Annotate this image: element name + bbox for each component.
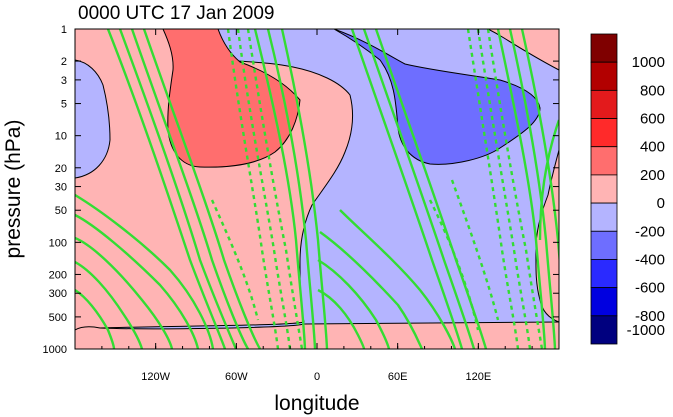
colorbar-label: 400: [640, 139, 665, 156]
colorbar-label: -200: [635, 223, 665, 240]
x-tick-label: 120W: [141, 371, 170, 383]
y-tick-label: 100: [49, 237, 67, 249]
negative-contours-east: [428, 29, 544, 349]
y-tick-label: 30: [55, 182, 67, 194]
colorbar-label: -600: [635, 280, 665, 297]
y-tick-label: 5: [61, 99, 67, 111]
colorbar-swatch: [590, 146, 618, 176]
colorbar-swatch: [590, 174, 618, 204]
y-tick-label: 1000: [43, 344, 67, 356]
colorbar-label: 800: [640, 82, 665, 99]
colorbar-label: 1000: [632, 54, 665, 71]
colorbar-swatch: [590, 118, 618, 148]
colorbar-label: -1000: [627, 322, 665, 339]
x-tick-label: 0: [314, 371, 320, 383]
line-contours: [75, 29, 559, 349]
positive-contours-far-east: [496, 29, 559, 349]
negative-contours-west: [210, 29, 304, 349]
y-tick-label: 2: [61, 56, 67, 68]
colorbar-swatch: [590, 259, 618, 289]
plot-title: 0000 UTC 17 Jan 2009: [78, 3, 274, 24]
colorbar: 1000 800 600 400 200 0 -200 -400 -600 -800-1000: [590, 33, 665, 345]
y-tick-label: 10: [55, 131, 67, 143]
colorbar-swatch: [590, 89, 618, 119]
y-axis-title: pressure (hPa): [2, 120, 25, 259]
x-tick-label: 120E: [465, 371, 491, 383]
y-tick-label: 300: [49, 288, 67, 300]
colorbar-label: 600: [640, 111, 665, 128]
y-axis: 1 2 3 5 10 20 30 50 100 200 300 500 1000: [43, 24, 559, 356]
strong-negative-core: [333, 29, 541, 165]
colorbar-swatch: [590, 61, 618, 91]
x-tick-label: 60W: [225, 371, 248, 383]
y-tick-label: 1: [61, 24, 67, 36]
shaded-field: [75, 29, 559, 349]
colorbar-label: -400: [635, 251, 665, 268]
colorbar-swatch: [590, 230, 618, 260]
x-axis-title: longitude: [274, 392, 359, 415]
colorbar-label: -800: [635, 308, 665, 325]
colorbar-swatch: [590, 33, 618, 63]
negative-region-west: [75, 59, 111, 179]
y-tick-label: 200: [49, 269, 67, 281]
colorbar-label: 200: [640, 167, 665, 184]
positive-contours-west: [75, 29, 262, 349]
y-tick-label: 500: [49, 312, 67, 324]
colorbar-label: 0: [657, 195, 665, 212]
y-tick-label: 50: [55, 205, 67, 217]
y-tick-label: 20: [55, 163, 67, 175]
positive-contours-mid: [253, 29, 329, 349]
colorbar-swatch: [590, 287, 618, 317]
x-tick-label: 60E: [388, 371, 408, 383]
colorbar-swatch: [590, 315, 618, 345]
y-tick-label: 3: [61, 75, 67, 87]
x-axis: 120W 60W 0 60E 120E: [101, 29, 533, 383]
colorbar-swatch: [590, 202, 618, 232]
